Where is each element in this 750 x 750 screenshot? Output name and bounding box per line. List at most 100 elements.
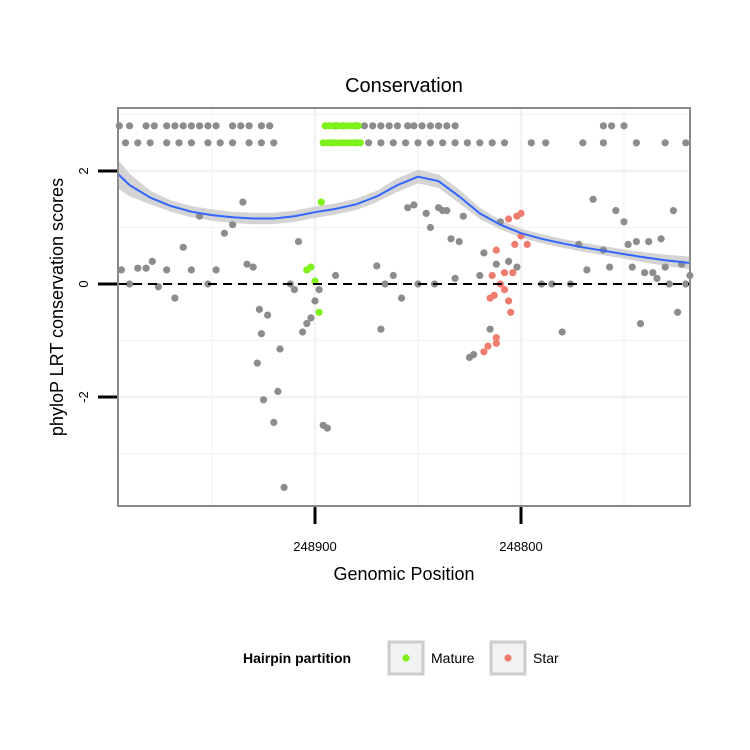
- point-other: [204, 122, 212, 130]
- axis-ticks: -2 0 2 248900 248800: [76, 167, 543, 554]
- point-other: [624, 240, 632, 248]
- legend-title: Hairpin partition: [243, 650, 351, 666]
- point-star: [484, 342, 492, 350]
- point-star: [511, 240, 519, 248]
- point-other: [443, 207, 451, 215]
- point-other: [245, 139, 253, 147]
- point-other: [204, 139, 212, 147]
- point-mature: [317, 198, 325, 206]
- point-other: [249, 263, 257, 271]
- point-other: [253, 359, 261, 367]
- point-other: [480, 249, 488, 257]
- point-other: [171, 294, 179, 302]
- point-other: [674, 308, 682, 316]
- point-other: [148, 257, 156, 265]
- point-other: [579, 139, 587, 147]
- confidence-ribbon-layer: [118, 159, 690, 270]
- confidence-ribbon: [118, 159, 690, 270]
- point-other: [665, 280, 673, 288]
- panel-grid: [118, 108, 690, 506]
- point-other: [163, 266, 171, 274]
- point-other: [187, 266, 195, 274]
- point-other: [414, 139, 422, 147]
- point-other: [315, 286, 323, 294]
- point-other: [558, 328, 566, 336]
- point-other: [126, 280, 134, 288]
- point-other: [187, 139, 195, 147]
- point-other: [220, 229, 228, 237]
- point-other: [385, 122, 393, 130]
- x-tick-label: 248800: [499, 539, 542, 554]
- point-other: [212, 266, 220, 274]
- point-other: [257, 139, 265, 147]
- point-other: [150, 122, 158, 130]
- point-other: [360, 122, 368, 130]
- point-star: [500, 286, 509, 294]
- point-other: [632, 139, 641, 147]
- point-other: [476, 271, 484, 280]
- point-mature: [354, 122, 362, 130]
- legend-label-star: Star: [533, 650, 559, 666]
- point-other: [323, 424, 331, 432]
- point-other: [196, 122, 204, 130]
- point-other: [599, 122, 608, 130]
- point-other: [426, 139, 434, 147]
- point-star: [486, 294, 494, 302]
- point-other: [404, 122, 412, 130]
- point-other: [270, 139, 278, 147]
- point-other: [636, 320, 645, 328]
- point-other: [476, 139, 484, 147]
- legend-entry-star: Star: [489, 640, 559, 676]
- point-other: [470, 351, 478, 359]
- point-other: [389, 139, 397, 147]
- point-other: [204, 280, 212, 288]
- point-other: [628, 263, 636, 271]
- point-mature: [356, 139, 364, 147]
- point-other: [451, 122, 459, 130]
- point-other: [397, 294, 406, 302]
- point-other: [492, 260, 500, 268]
- point-other: [500, 139, 509, 147]
- point-other: [179, 243, 187, 251]
- point-other: [294, 238, 303, 246]
- point-other: [661, 139, 669, 147]
- point-other: [404, 204, 412, 212]
- point-other: [393, 122, 401, 130]
- point-other: [418, 122, 426, 130]
- point-other: [196, 212, 204, 220]
- panel-border: [117, 107, 691, 507]
- point-star: [523, 240, 531, 248]
- point-other: [661, 263, 669, 271]
- point-other: [645, 238, 653, 246]
- point-other: [245, 122, 253, 130]
- point-other: [377, 139, 385, 147]
- point-other: [486, 325, 494, 333]
- y-axis-label: phyloP LRT conservation scores: [47, 178, 67, 436]
- point-other: [163, 122, 171, 130]
- point-other: [451, 274, 459, 282]
- point-other: [142, 122, 150, 130]
- point-other: [669, 207, 678, 215]
- y-tick-label: -2: [76, 391, 91, 403]
- point-other: [163, 139, 171, 147]
- point-star: [507, 308, 515, 316]
- point-other: [257, 122, 265, 130]
- point-other: [303, 320, 311, 328]
- point-other: [381, 280, 389, 288]
- point-other: [237, 122, 245, 130]
- point-other: [257, 330, 265, 338]
- point-other: [229, 122, 237, 130]
- point-other: [229, 139, 237, 147]
- point-other: [657, 235, 665, 243]
- point-other: [307, 314, 315, 322]
- point-other: [299, 328, 307, 336]
- point-other: [274, 387, 282, 395]
- point-star: [480, 348, 488, 356]
- point-other: [459, 212, 467, 220]
- point-star: [509, 269, 517, 277]
- legend-label-mature: Mature: [431, 650, 475, 666]
- point-other: [175, 139, 183, 147]
- smooth-line-layer: [118, 172, 690, 285]
- point-other: [606, 263, 614, 271]
